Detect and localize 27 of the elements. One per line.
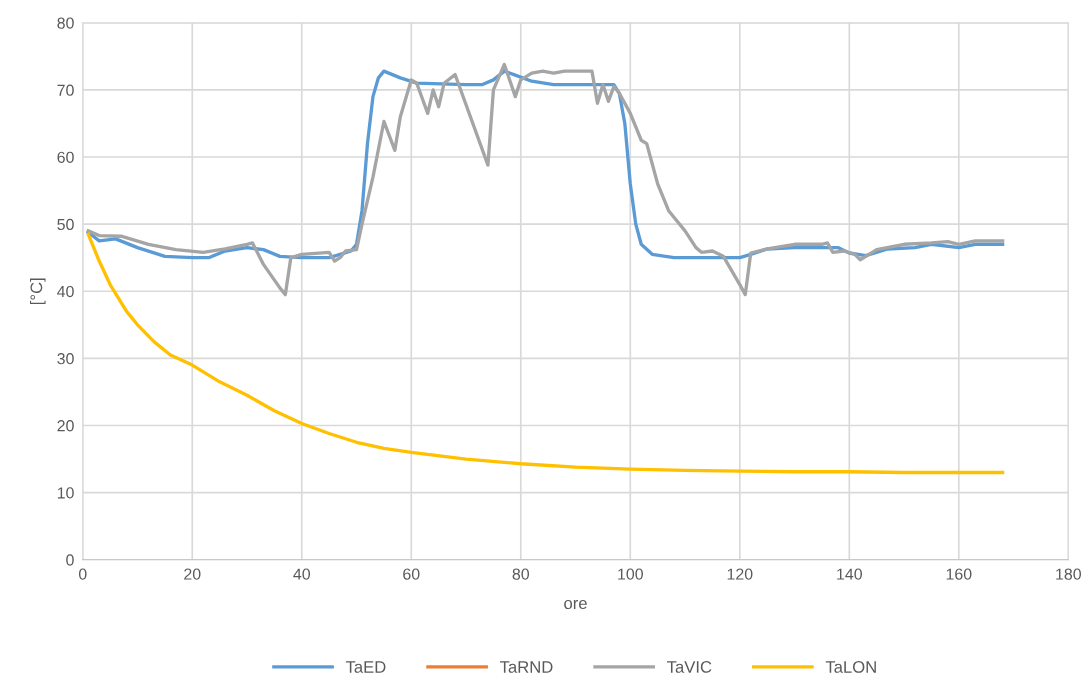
y-tick-label: 50	[57, 218, 74, 231]
x-tick-label: 180	[1056, 568, 1082, 580]
line-series	[86, 62, 1005, 297]
x-tick-label: 140	[837, 568, 862, 580]
x-tick-label: 120	[727, 568, 753, 580]
x-tick-label: 100	[618, 568, 643, 580]
legend-label: TaLON	[825, 661, 876, 673]
y-tick-label: 20	[57, 420, 74, 432]
y-tick-label: 60	[57, 151, 74, 163]
x-tick-label: 20	[184, 568, 201, 580]
y-tick-label: 30	[57, 353, 74, 365]
x-tick-label: 40	[293, 568, 311, 580]
y-tick-label: 80	[57, 17, 74, 29]
y-tick-label: 0	[66, 554, 74, 566]
legend-label: TaVIC	[667, 661, 712, 673]
y-tick-label: 40	[57, 285, 74, 298]
legend-label: TaRND	[499, 661, 553, 673]
line-series	[86, 232, 1005, 475]
y-tick-label: 70	[57, 84, 74, 96]
x-axis-title: ore	[564, 599, 587, 610]
x-tick-label: 0	[78, 568, 87, 580]
y-tick-label: 10	[57, 487, 74, 499]
x-tick-label: 160	[946, 568, 972, 580]
legend-label: TaED	[345, 661, 386, 673]
x-tick-label: 80	[512, 568, 530, 580]
y-axis-title: [°C]	[30, 278, 46, 305]
x-tick-label: 60	[403, 568, 420, 580]
